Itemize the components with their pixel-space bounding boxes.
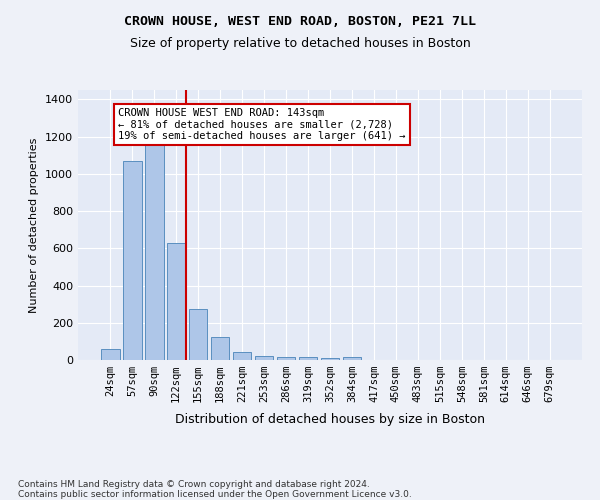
Bar	[189, 309, 208, 360]
Bar	[123, 161, 142, 360]
Bar	[277, 357, 295, 360]
Bar	[101, 349, 119, 360]
Text: Size of property relative to detached houses in Boston: Size of property relative to detached ho…	[130, 38, 470, 51]
Bar	[167, 242, 185, 360]
Bar	[299, 357, 317, 360]
Bar	[211, 336, 229, 360]
X-axis label: Distribution of detached houses by size in Boston: Distribution of detached houses by size …	[175, 414, 485, 426]
Text: CROWN HOUSE, WEST END ROAD, BOSTON, PE21 7LL: CROWN HOUSE, WEST END ROAD, BOSTON, PE21…	[124, 15, 476, 28]
Bar	[255, 356, 274, 360]
Bar	[343, 357, 361, 360]
Y-axis label: Number of detached properties: Number of detached properties	[29, 138, 40, 312]
Bar	[145, 138, 164, 360]
Bar	[233, 352, 251, 360]
Text: CROWN HOUSE WEST END ROAD: 143sqm
← 81% of detached houses are smaller (2,728)
1: CROWN HOUSE WEST END ROAD: 143sqm ← 81% …	[118, 108, 406, 141]
Bar	[320, 358, 340, 360]
Text: Contains HM Land Registry data © Crown copyright and database right 2024.
Contai: Contains HM Land Registry data © Crown c…	[18, 480, 412, 500]
